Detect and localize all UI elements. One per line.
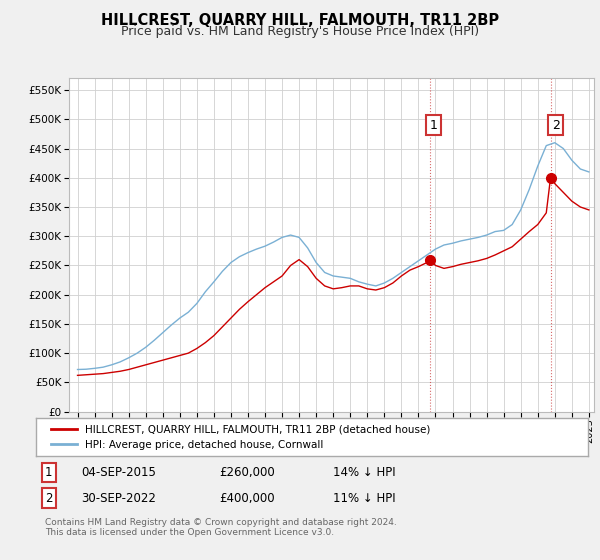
Text: 2: 2 [45,492,53,505]
Text: £260,000: £260,000 [219,466,275,479]
Text: 1: 1 [45,466,53,479]
Text: 2: 2 [552,119,560,132]
Text: 30-SEP-2022: 30-SEP-2022 [81,492,156,505]
Text: 04-SEP-2015: 04-SEP-2015 [81,466,156,479]
Text: Price paid vs. HM Land Registry's House Price Index (HPI): Price paid vs. HM Land Registry's House … [121,25,479,38]
Text: Contains HM Land Registry data © Crown copyright and database right 2024.
This d: Contains HM Land Registry data © Crown c… [45,518,397,538]
Text: £400,000: £400,000 [219,492,275,505]
Text: HILLCREST, QUARRY HILL, FALMOUTH, TR11 2BP: HILLCREST, QUARRY HILL, FALMOUTH, TR11 2… [101,13,499,29]
Text: 11% ↓ HPI: 11% ↓ HPI [333,492,395,505]
Text: 14% ↓ HPI: 14% ↓ HPI [333,466,395,479]
Legend: HILLCREST, QUARRY HILL, FALMOUTH, TR11 2BP (detached house), HPI: Average price,: HILLCREST, QUARRY HILL, FALMOUTH, TR11 2… [47,421,435,454]
Text: 1: 1 [430,119,437,132]
